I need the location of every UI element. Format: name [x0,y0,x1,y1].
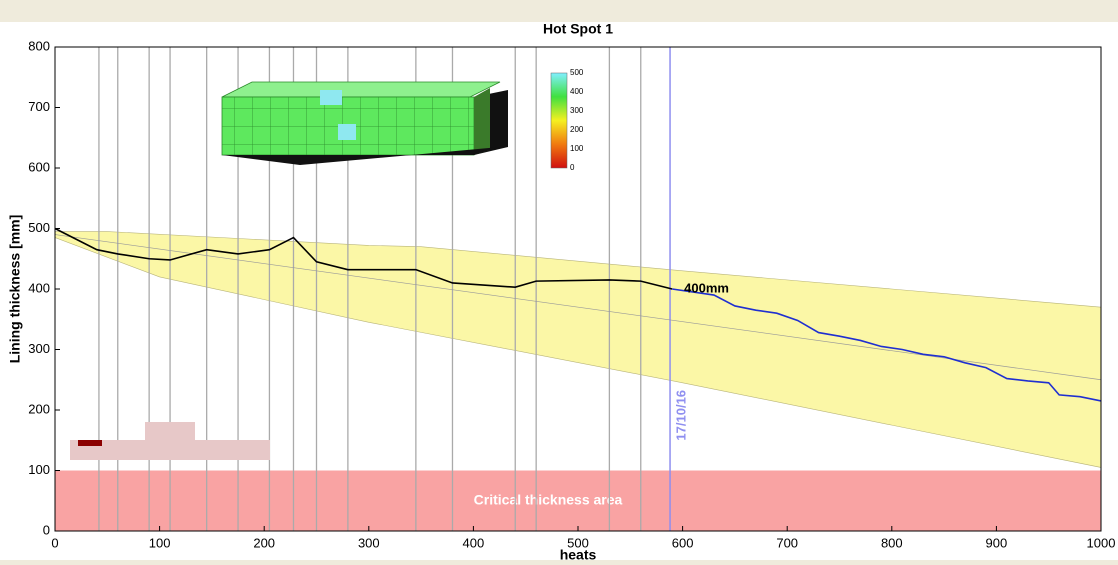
top-strip [0,0,1118,22]
colorbar-tick-label: 300 [570,106,584,115]
y-tick-label: 800 [28,38,50,53]
x-tick-label: 100 [149,535,171,550]
colorbar [551,73,567,168]
critical-area-label: Critical thickness area [474,491,623,507]
current-label: 17/10/16 [673,390,688,441]
chart-title: Hot Spot 1 [543,21,613,37]
colorbar-tick-label: 400 [570,87,584,96]
y-tick-label: 200 [28,401,50,416]
annotation: 400mm [684,280,729,295]
y-tick-label: 0 [43,522,50,537]
plot-area: Critical thickness area 17/10/16 400mm 0 100… [28,38,1115,550]
colorbar-tick-label: 200 [570,125,584,134]
colorbar-tick-label: 500 [570,68,584,77]
y-tick-label: 300 [28,341,50,356]
colorbar-tick-label: 0 [570,163,575,172]
colorbar-tick-label: 100 [570,144,584,153]
x-axis-label: heats [560,547,597,563]
y-tick-label: 100 [28,462,50,477]
y-tick-label: 600 [28,159,50,174]
x-tick-label: 1000 [1087,535,1116,550]
y-axis-label: Lining thickness [mm] [7,215,23,364]
forecast-band [55,232,1101,468]
x-tick-label: 300 [358,535,380,550]
x-tick-label: 600 [672,535,694,550]
chart: Critical thickness area 17/10/16 400mm 0 100… [0,0,1118,565]
x-tick-label: 700 [776,535,798,550]
x-tick-label: 400 [463,535,485,550]
lining-3d-view [222,82,508,165]
x-tick-label: 0 [51,535,58,550]
x-tick-label: 900 [986,535,1008,550]
y-tick-label: 500 [28,220,50,235]
y-tick-label: 700 [28,99,50,114]
x-tick-label: 800 [881,535,903,550]
x-tick-label: 200 [253,535,275,550]
y-tick-label: 400 [28,280,50,295]
section-view [70,422,270,460]
